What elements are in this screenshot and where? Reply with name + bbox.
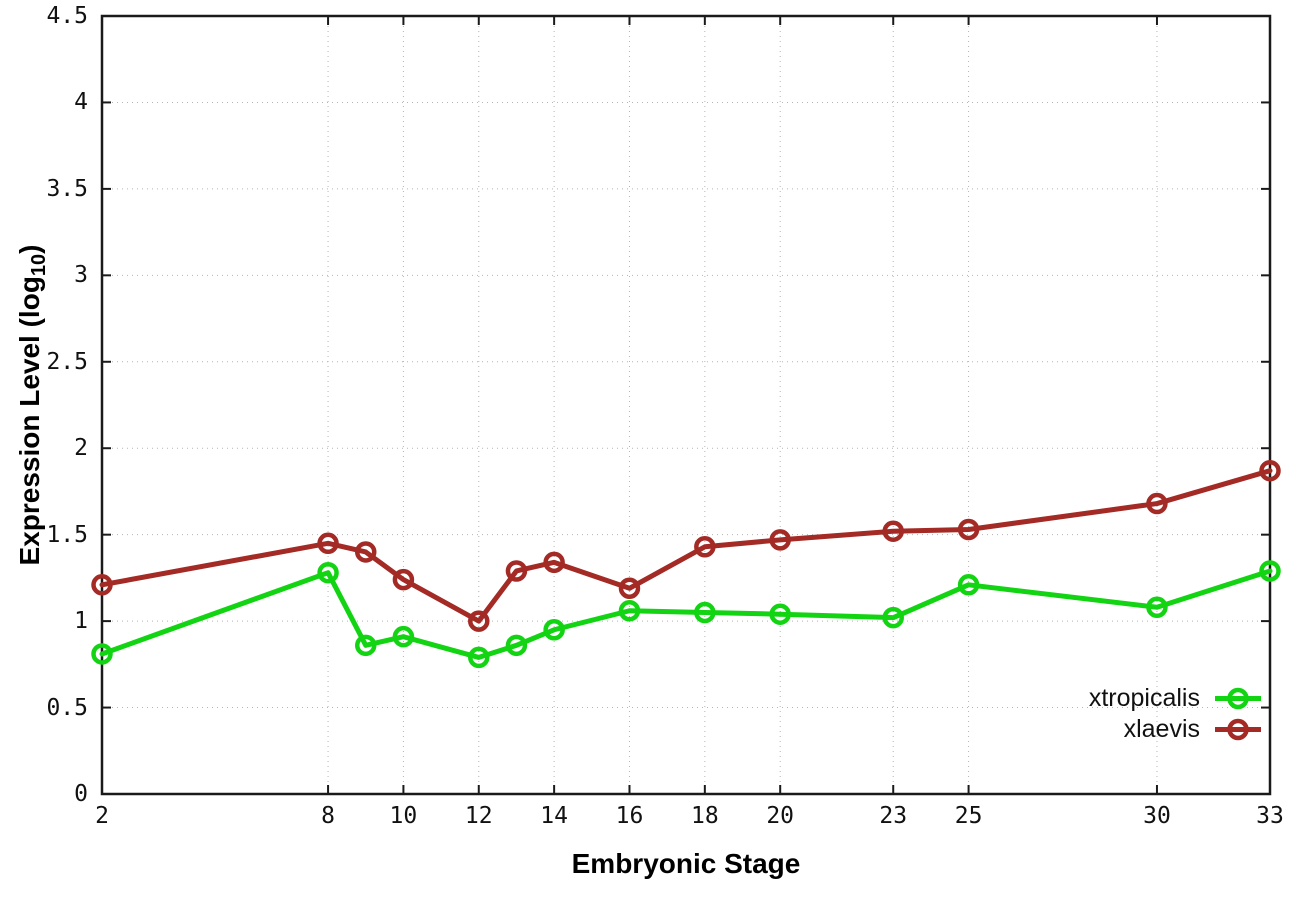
data-point-xtropicalis [694, 601, 716, 624]
data-point-xlaevis [618, 577, 641, 600]
y-tick-label: 1 [74, 608, 88, 635]
data-point-xtropicalis [957, 574, 980, 596]
data-point-xtropicalis [505, 634, 528, 657]
data-point-xlaevis [91, 574, 113, 596]
x-tick-label: 14 [540, 803, 568, 829]
data-point-xlaevis [317, 532, 339, 555]
y-tick-label: 0.5 [46, 694, 88, 721]
x-axis-label: Embryonic Stage [571, 848, 801, 879]
legend: xtropicalis xlaevis [1089, 683, 1263, 745]
legend-sample-xlaevis [1215, 718, 1261, 741]
data-point-xtropicalis [543, 619, 565, 641]
data-point-xtropicalis [392, 625, 415, 648]
data-point-xtropicalis [882, 606, 904, 629]
data-point-xlaevis [957, 518, 980, 541]
y-tick-label: 4.5 [46, 3, 88, 29]
data-point-xlaevis [1259, 459, 1281, 482]
y-tick-label: 3 [74, 262, 88, 289]
data-point-xlaevis [882, 520, 904, 542]
data-point-xlaevis [392, 568, 415, 591]
legend-item-xtropicalis: xtropicalis [1089, 683, 1263, 714]
data-point-xtropicalis [1259, 560, 1281, 582]
x-tick-label: 2 [95, 803, 109, 829]
x-tick-label: 20 [766, 803, 795, 829]
data-point-xtropicalis [468, 646, 490, 669]
data-point-xtropicalis [618, 599, 641, 622]
y-tick-label: 4 [74, 89, 88, 116]
data-point-xlaevis [694, 536, 716, 558]
series-line-xtropicalis [99, 568, 1273, 660]
y-tick-label: 3.5 [46, 175, 88, 202]
y-tick-label: 2 [74, 435, 88, 462]
legend-label: xtropicalis [1088, 684, 1200, 712]
data-point-xlaevis [543, 551, 565, 574]
data-point-xlaevis [505, 560, 528, 582]
x-tick-label: 18 [690, 803, 719, 829]
x-tick-label: 12 [464, 803, 493, 829]
legend-sample-xtropicalis [1215, 687, 1261, 710]
x-tick-label: 23 [879, 803, 908, 829]
data-point-xlaevis [769, 529, 791, 551]
x-tick-label: 33 [1256, 803, 1284, 829]
x-tick-label: 8 [321, 803, 335, 829]
data-point-xtropicalis [354, 634, 377, 657]
x-tick-label: 30 [1143, 803, 1171, 829]
data-point-xlaevis [354, 541, 377, 563]
data-point-xtropicalis [91, 643, 113, 665]
legend-marker-icon [1227, 687, 1249, 710]
y-axis-label-close: ) [14, 244, 45, 254]
x-tick-label: 10 [389, 803, 418, 829]
legend-item-xlaevis: xlaevis [1089, 714, 1263, 745]
x-tick-label: 25 [954, 803, 983, 829]
legend-label: xlaevis [1123, 715, 1200, 743]
data-point-xtropicalis [1146, 596, 1168, 619]
legend-marker-icon [1227, 718, 1249, 741]
data-point-xlaevis [468, 610, 490, 632]
plot-border [100, 14, 1272, 796]
y-axis-label: Expression Level (log10) [9, 5, 51, 805]
y-tick-label: 0 [74, 781, 88, 807]
data-point-xlaevis [1146, 492, 1168, 515]
data-point-xtropicalis [317, 561, 339, 584]
y-tick-label: 1.5 [46, 521, 88, 548]
data-point-xtropicalis [769, 603, 791, 625]
y-tick-label: 2.5 [46, 348, 88, 375]
x-tick-label: 16 [615, 803, 644, 829]
